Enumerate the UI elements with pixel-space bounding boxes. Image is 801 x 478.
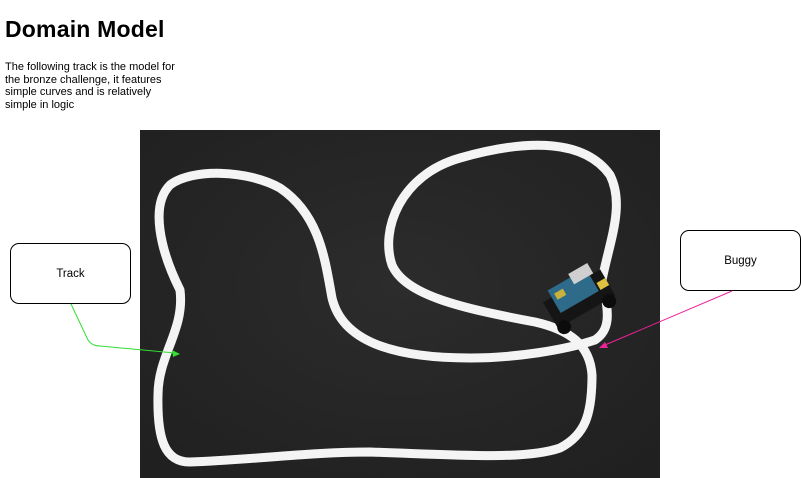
- buggy-pcb: [547, 268, 599, 313]
- buggy-module: [568, 263, 594, 285]
- buggy-callout: Buggy: [680, 230, 801, 291]
- page-title: Domain Model: [5, 16, 165, 42]
- buggy-sensor: [596, 278, 610, 290]
- track-callout-label: Track: [56, 267, 85, 280]
- track-callout: Track: [10, 243, 131, 304]
- buggy-chip: [554, 288, 567, 300]
- buggy-callout-label: Buggy: [724, 254, 757, 267]
- track-line: [153, 140, 621, 467]
- track-photo-graphic: [140, 130, 660, 478]
- track-photo: [140, 130, 660, 478]
- page-description: The following track is the model for the…: [5, 61, 175, 111]
- buggy-wheel-left: [557, 320, 572, 335]
